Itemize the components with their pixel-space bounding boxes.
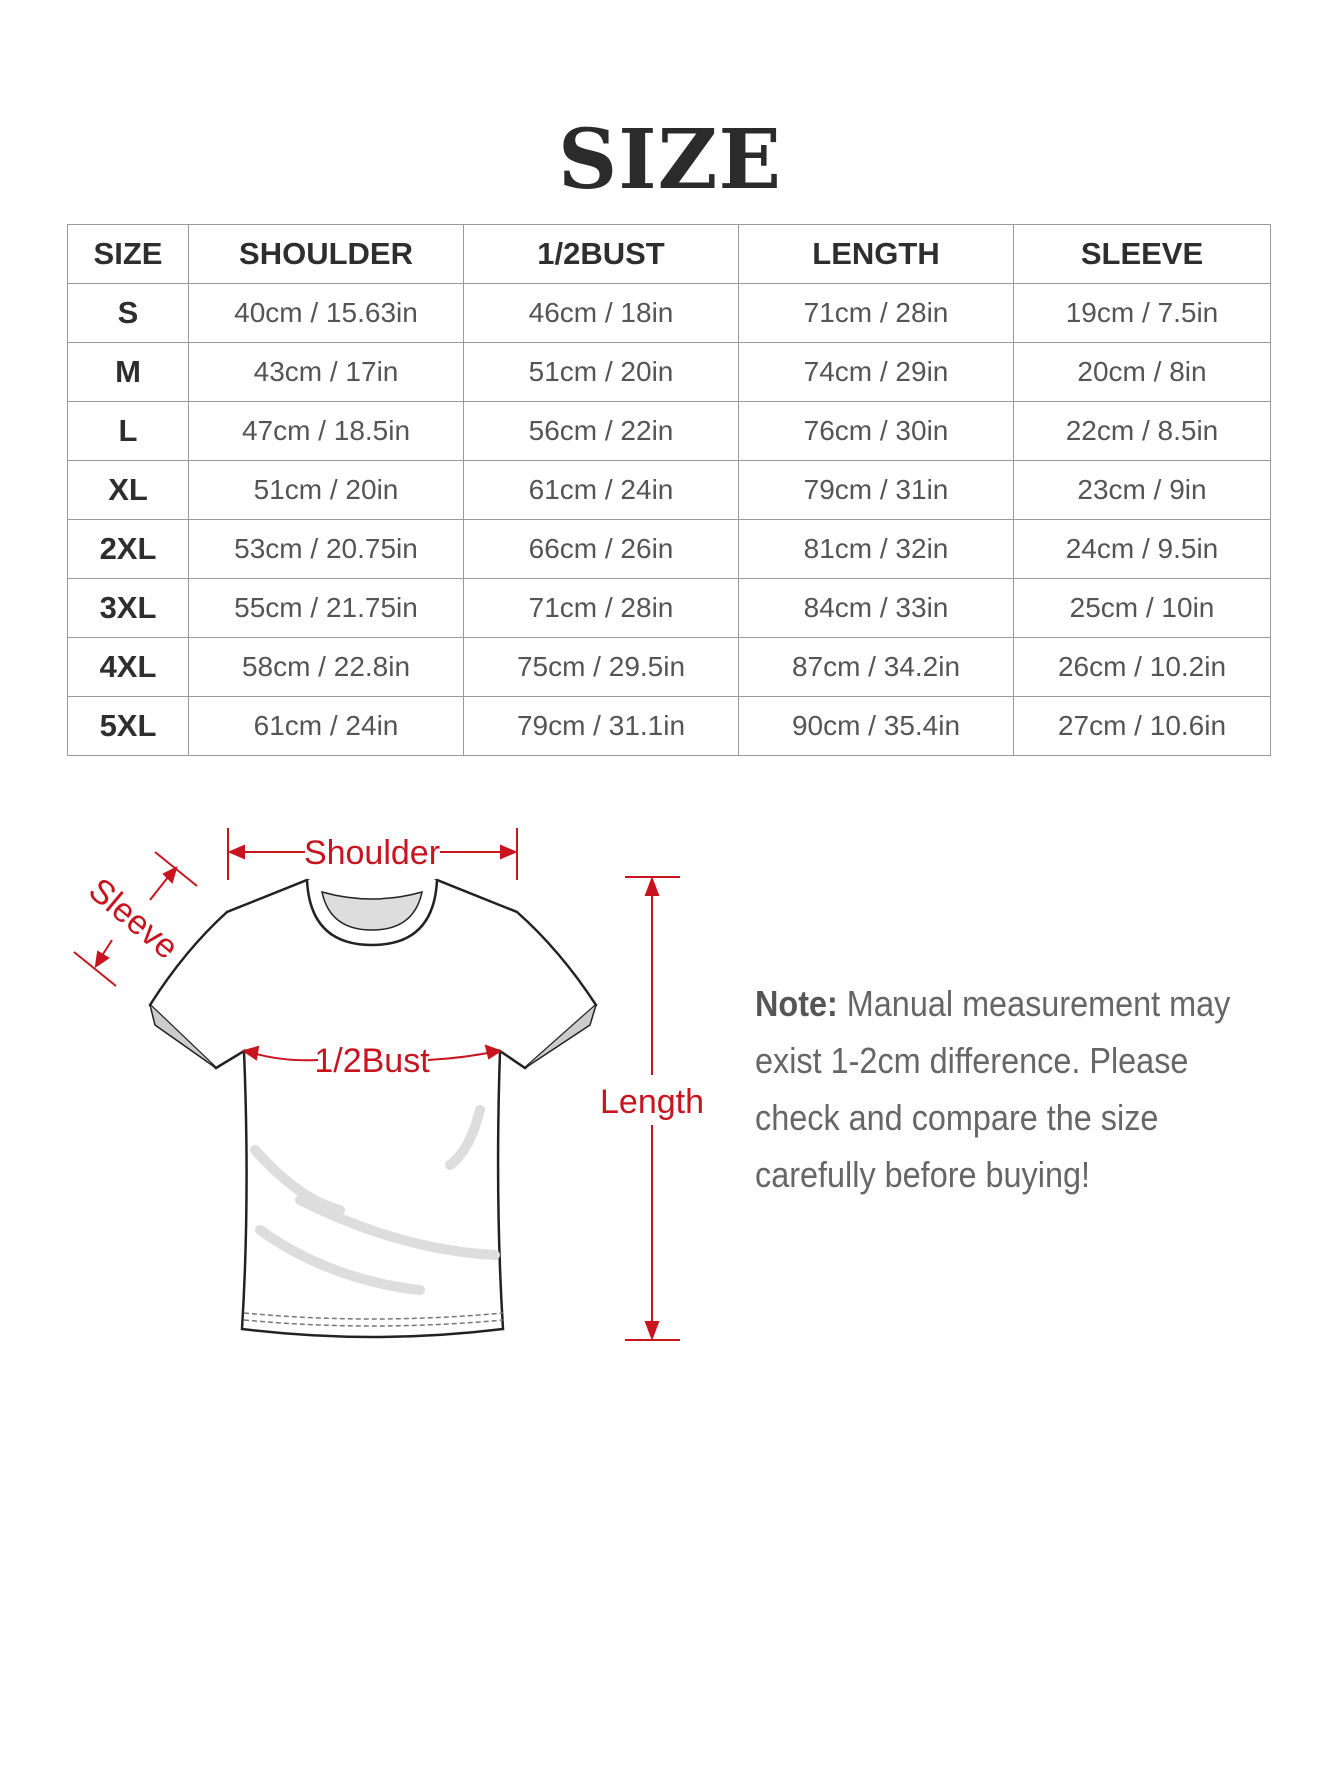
size-cell: 5XL: [67, 696, 189, 756]
note-line: exist 1-2cm difference. Please: [755, 1040, 1189, 1081]
col-header: SLEEVE: [1013, 224, 1271, 284]
measurement-cell: 56cm / 22in: [463, 401, 739, 461]
measurement-cell: 27cm / 10.6in: [1013, 696, 1271, 756]
sleeve-label: Sleeve: [81, 871, 185, 967]
note-line: Manual measurement may: [837, 983, 1231, 1024]
length-label: Length: [600, 1083, 704, 1121]
measurement-cell: 20cm / 8in: [1013, 342, 1271, 402]
table-row: 5XL 61cm / 24in 79cm / 31.1in 90cm / 35.4in…: [67, 696, 1271, 756]
shoulder-label: Shoulder: [304, 834, 440, 872]
measurement-cell: 76cm / 30in: [738, 401, 1014, 461]
col-header: 1/2BUST: [463, 224, 739, 284]
measurement-cell: 46cm / 18in: [463, 283, 739, 343]
measurement-cell: 58cm / 22.8in: [188, 637, 464, 697]
measurement-cell: 66cm / 26in: [463, 519, 739, 579]
note-line: check and compare the size: [755, 1097, 1159, 1138]
measurement-cell: 24cm / 9.5in: [1013, 519, 1271, 579]
size-table: SIZE SHOULDER 1/2BUST LENGTH SLEEVE S 40c…: [67, 224, 1271, 756]
note-line: carefully before buying!: [755, 1154, 1090, 1195]
measurement-cell: 75cm / 29.5in: [463, 637, 739, 697]
measurement-cell: 53cm / 20.75in: [188, 519, 464, 579]
measurement-cell: 26cm / 10.2in: [1013, 637, 1271, 697]
col-header: SIZE: [67, 224, 189, 284]
table-row: S 40cm / 15.63in 46cm / 18in 71cm / 28in 19c…: [67, 283, 1271, 343]
col-header: LENGTH: [738, 224, 1014, 284]
table-header-row: SIZE SHOULDER 1/2BUST LENGTH SLEEVE: [67, 224, 1271, 284]
page-title: SIZE: [558, 112, 782, 208]
measurement-cell: 40cm / 15.63in: [188, 283, 464, 343]
size-cell: S: [67, 283, 189, 343]
measurement-cell: 43cm / 17in: [188, 342, 464, 402]
note-label: Note:: [755, 983, 838, 1024]
tshirt-illustration: [148, 878, 598, 1339]
measurement-cell: 22cm / 8.5in: [1013, 401, 1271, 461]
measurement-cell: 51cm / 20in: [463, 342, 739, 402]
size-cell: 4XL: [67, 637, 189, 697]
measurement-cell: 19cm / 7.5in: [1013, 283, 1271, 343]
size-cell: M: [67, 342, 189, 402]
size-cell: 2XL: [67, 519, 189, 579]
measurement-cell: 51cm / 20in: [188, 460, 464, 520]
measurement-cell: 79cm / 31.1in: [463, 696, 739, 756]
measurement-cell: 84cm / 33in: [738, 578, 1014, 638]
table-row: 3XL 55cm / 21.75in 71cm / 28in 84cm / 33in 2…: [67, 578, 1271, 638]
note-text: Note: Manual measurement may exist 1-2cm…: [755, 975, 1259, 1203]
size-cell: 3XL: [67, 578, 189, 638]
measurement-cell: 23cm / 9in: [1013, 460, 1271, 520]
measurement-cell: 55cm / 21.75in: [188, 578, 464, 638]
measurement-cell: 47cm / 18.5in: [188, 401, 464, 461]
measurement-cell: 90cm / 35.4in: [738, 696, 1014, 756]
measurement-cell: 61cm / 24in: [188, 696, 464, 756]
size-cell: L: [67, 401, 189, 461]
measurement-cell: 79cm / 31in: [738, 460, 1014, 520]
measurement-cell: 71cm / 28in: [463, 578, 739, 638]
measurement-cell: 74cm / 29in: [738, 342, 1014, 402]
measurement-cell: 81cm / 32in: [738, 519, 1014, 579]
table-row: M 43cm / 17in 51cm / 20in 74cm / 29in 20cm /…: [67, 342, 1271, 402]
bust-label: 1/2Bust: [314, 1042, 430, 1080]
table-row: XL 51cm / 20in 61cm / 24in 79cm / 31in 23cm …: [67, 460, 1271, 520]
measurement-cell: 61cm / 24in: [463, 460, 739, 520]
table-row: L 47cm / 18.5in 56cm / 22in 76cm / 30in 22cm…: [67, 401, 1271, 461]
measurement-cell: 25cm / 10in: [1013, 578, 1271, 638]
table-row: 2XL 53cm / 20.75in 66cm / 26in 81cm / 32in 2…: [67, 519, 1271, 579]
